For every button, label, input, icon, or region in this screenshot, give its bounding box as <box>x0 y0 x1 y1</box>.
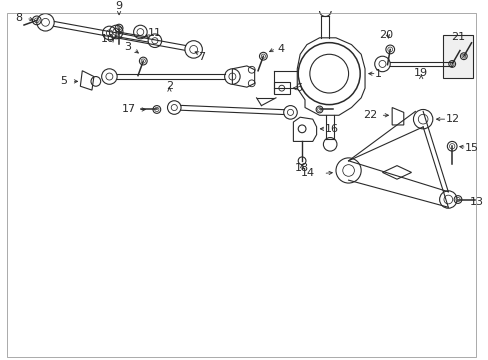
Text: 7: 7 <box>198 52 205 62</box>
Text: 10: 10 <box>100 33 114 44</box>
Text: 13: 13 <box>468 197 483 207</box>
Text: 17: 17 <box>121 104 135 114</box>
Text: 9: 9 <box>115 1 122 11</box>
Text: 8: 8 <box>15 13 22 23</box>
Text: 15: 15 <box>464 143 478 153</box>
Text: 6: 6 <box>295 83 302 93</box>
Text: 18: 18 <box>294 163 308 174</box>
Text: 12: 12 <box>445 114 459 124</box>
Text: 20: 20 <box>379 30 393 40</box>
Text: 2: 2 <box>165 81 173 91</box>
Text: 16: 16 <box>324 124 338 134</box>
Text: 22: 22 <box>363 110 377 120</box>
Text: 21: 21 <box>450 32 464 42</box>
Text: 14: 14 <box>300 168 314 178</box>
Text: 5: 5 <box>60 76 67 86</box>
Text: 19: 19 <box>413 68 427 78</box>
Text: 4: 4 <box>277 44 285 54</box>
Text: 1: 1 <box>374 69 381 78</box>
Bar <box>443 35 471 78</box>
Text: 3: 3 <box>123 42 130 53</box>
Bar <box>273 82 289 94</box>
Text: 11: 11 <box>148 28 162 38</box>
